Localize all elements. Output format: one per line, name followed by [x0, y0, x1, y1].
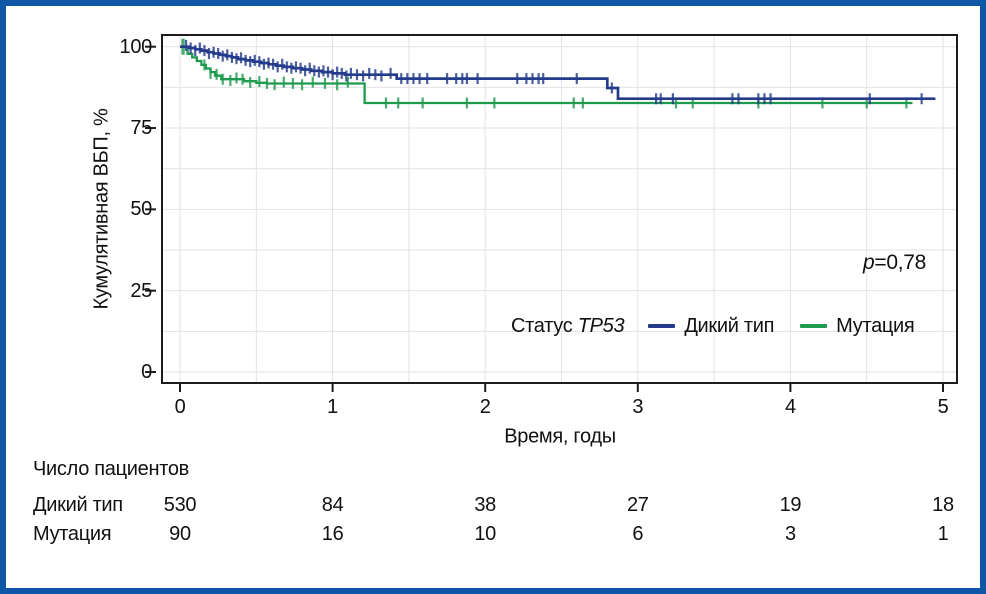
risk-count: 38: [474, 494, 497, 516]
risk-count: 16: [321, 523, 344, 545]
risk-row-label-wild-type: Дикий тип: [33, 494, 123, 516]
legend-label-wild-type: Дикий тип: [684, 314, 775, 337]
legend-swatch-mutation: [800, 324, 828, 328]
risk-table-title: Число пациентов: [33, 458, 190, 480]
legend-item-mutation: Мутация: [800, 314, 915, 338]
y-tick-label: 50: [130, 198, 152, 221]
risk-count: 6: [632, 523, 644, 545]
legend-item-wild-type: Дикий тип: [648, 315, 774, 338]
y-tick-label: 100: [119, 35, 153, 58]
x-tick-label: 0: [174, 396, 186, 418]
risk-count: 27: [626, 494, 649, 516]
p-value-text: =0,78: [874, 251, 926, 274]
risk-count: 1: [937, 523, 949, 545]
legend-title-prefix: Статус: [511, 314, 573, 337]
x-tick-label: 1: [327, 396, 339, 418]
plot-frame: [161, 34, 958, 384]
legend: Статус TP53 Дикий тип Мутация: [511, 313, 915, 339]
legend-label-mutation: Мутация: [836, 314, 915, 337]
legend-swatch-wild-type: [648, 324, 676, 328]
y-tick-label: 25: [130, 279, 152, 302]
risk-row-label-mutation: Мутация: [33, 523, 112, 545]
risk-count: 84: [321, 494, 344, 516]
legend-title-gene: TP53: [577, 314, 625, 337]
x-tick-label: 5: [937, 396, 949, 418]
risk-count: 10: [474, 523, 497, 545]
x-axis-title: Время, годы: [504, 425, 616, 448]
risk-count: 18: [932, 494, 954, 516]
p-symbol: p: [862, 251, 875, 274]
y-tick-label: 0: [141, 361, 152, 383]
risk-count: 90: [169, 523, 191, 545]
x-tick-label: 3: [632, 396, 644, 418]
risk-count: 530: [163, 494, 197, 516]
risk-count: 19: [779, 494, 802, 516]
risk-count: 3: [784, 523, 796, 545]
x-tick-label: 2: [479, 396, 491, 418]
x-tick-label: 4: [784, 396, 796, 418]
km-curve-series-1: [180, 45, 913, 105]
km-plot: [145, 34, 958, 392]
km-curve-series-0: [180, 45, 936, 101]
y-tick-label: 75: [130, 117, 152, 140]
p-value-annotation: p=0,78: [806, 251, 926, 275]
legend-title: Статус TP53: [511, 314, 625, 338]
